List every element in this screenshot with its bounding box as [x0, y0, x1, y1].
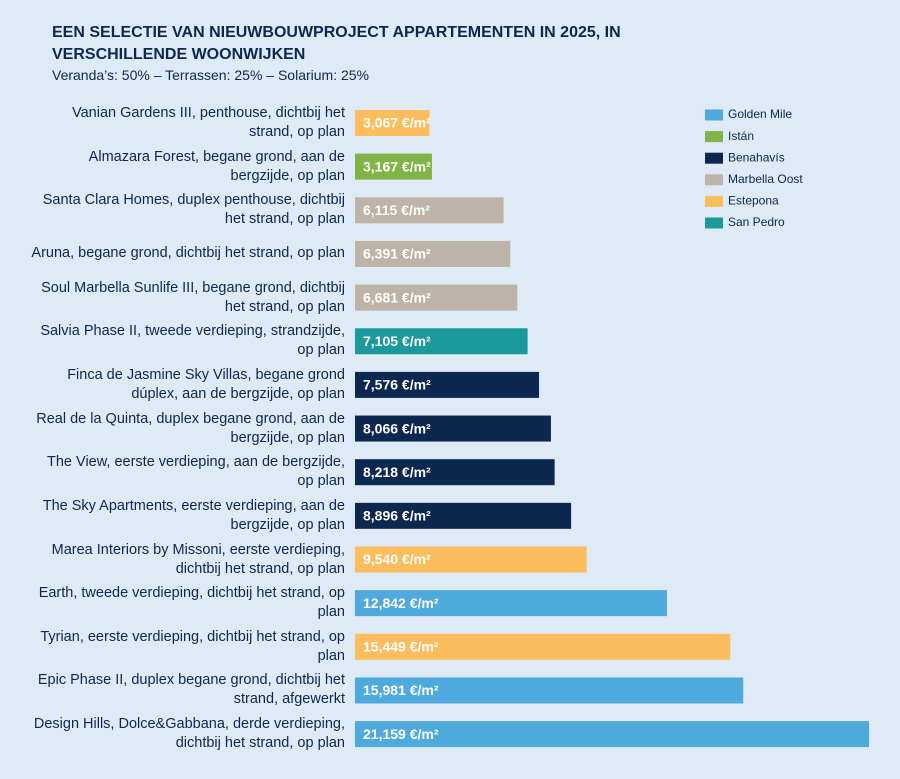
bar: [355, 284, 518, 311]
bar: [355, 546, 587, 573]
category-label: Earth, tweede verdieping, dichtbij het s…: [38, 585, 345, 621]
category-label: Epic Phase II, duplex begane grond, dich…: [37, 672, 345, 708]
legend-label: Benahavís: [728, 150, 785, 164]
category-label: Real de la Quinta, duplex begane grond, …: [36, 410, 345, 446]
bar: [355, 677, 744, 704]
bar: [355, 590, 667, 617]
category-label: Tyrian, eerste verdieping, dichtbij het …: [40, 628, 345, 664]
legend-label: Estepona: [728, 194, 779, 208]
legend-swatch: [705, 174, 723, 186]
value-label: 15,449 €/m²: [363, 639, 439, 655]
bar: [355, 240, 511, 267]
value-label: 21,159 €/m²: [363, 726, 439, 742]
category-label: Finca de Jasmine Sky Villas, begane gron…: [67, 366, 345, 402]
value-label: 7,105 €/m²: [363, 333, 431, 349]
legend-label: Golden Mile: [728, 107, 792, 121]
legend-swatch: [705, 152, 723, 164]
bar: [355, 459, 555, 486]
value-label: 8,218 €/m²: [363, 464, 431, 480]
bar: [355, 371, 540, 398]
bar: [355, 502, 572, 529]
bar: [355, 721, 869, 748]
chart-subtitle: Veranda’s: 50% – Terrassen: 25% – Solari…: [52, 67, 370, 83]
legend-swatch: [705, 195, 723, 207]
value-label: 3,167 €/m²: [363, 158, 431, 174]
value-label: 12,842 €/m²: [363, 595, 439, 611]
value-label: 3,067 €/m²: [363, 115, 431, 131]
bar: [355, 633, 731, 660]
category-label: Vanian Gardens III, penthouse, dichtbij …: [72, 105, 345, 140]
bar: [355, 415, 551, 442]
legend-label: Istán: [728, 129, 754, 143]
category-label: The Sky Apartments, eerste verdieping, a…: [42, 497, 345, 533]
category-label: Marea Interiors by Missoni, eerste verdi…: [51, 541, 345, 577]
category-label: Almazara Forest, begane grond, aan de be…: [88, 148, 345, 184]
value-label: 6,391 €/m²: [363, 246, 431, 262]
category-label: Aruna, begane grond, dichtbij het strand…: [31, 245, 345, 262]
bar: [355, 197, 504, 224]
legend-label: Marbella Oost: [728, 172, 803, 186]
chart-title: EEN SELECTIE VAN NIEUWBOUWPROJECT APPART…: [52, 24, 621, 63]
category-label: The View, eerste verdieping, aan de berg…: [47, 454, 345, 490]
legend-swatch: [705, 131, 723, 143]
value-label: 6,115 €/m²: [363, 202, 430, 218]
category-label: Salvia Phase II, tweede verdieping, stra…: [40, 323, 345, 359]
legend-swatch: [705, 109, 723, 121]
value-label: 9,540 €/m²: [363, 551, 431, 567]
legend-swatch: [705, 217, 723, 229]
bar: [355, 110, 430, 136]
value-label: 15,981 €/m²: [363, 682, 439, 698]
legend-label: San Pedro: [728, 215, 785, 229]
category-label: Soul Marbella Sunlife III, begane grond,…: [41, 279, 345, 315]
category-label: Design Hills, Dolce&Gabbana, derde verdi…: [33, 716, 345, 752]
value-label: 6,681 €/m²: [363, 289, 431, 305]
bar: [355, 153, 432, 180]
category-label: Santa Clara Homes, duplex penthouse, dic…: [42, 192, 345, 228]
value-label: 7,576 €/m²: [363, 377, 431, 393]
value-label: 8,066 €/m²: [363, 420, 431, 436]
bar: [355, 328, 528, 355]
value-label: 8,896 €/m²: [363, 508, 431, 524]
